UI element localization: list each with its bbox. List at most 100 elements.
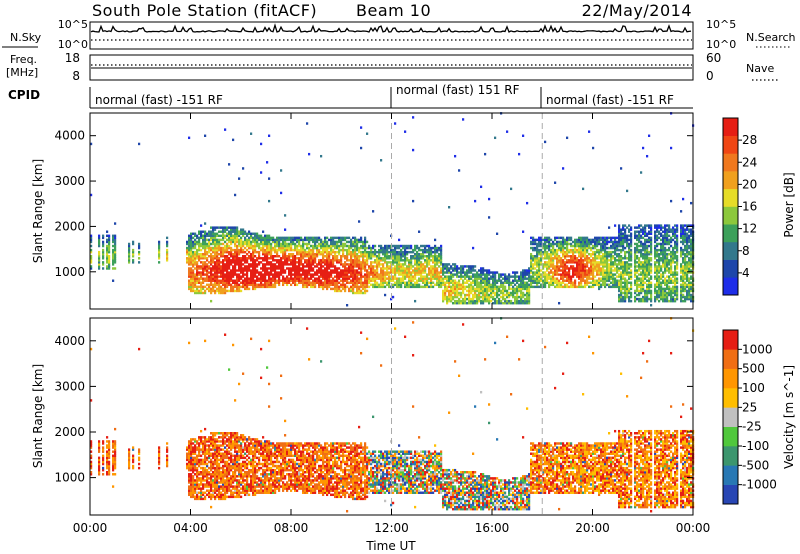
power-cell — [326, 281, 329, 284]
power-cell — [578, 246, 581, 250]
power-cell — [242, 257, 245, 260]
power-cell — [216, 252, 219, 256]
power-cell — [638, 283, 641, 287]
power-cell — [346, 304, 349, 307]
power-cell — [318, 281, 321, 284]
power-cell — [358, 273, 361, 276]
power-cell — [344, 238, 347, 242]
power-cell — [504, 293, 507, 297]
power-cell — [608, 226, 611, 229]
power-cell — [654, 283, 657, 287]
power-cell — [364, 244, 367, 248]
power-cell — [612, 275, 615, 278]
power-cell — [542, 267, 545, 270]
power-cell — [416, 269, 419, 272]
power-cell — [460, 285, 463, 289]
power-cell — [246, 269, 249, 272]
power-cell — [554, 238, 557, 242]
power-cell — [222, 259, 225, 262]
power-cell — [264, 271, 267, 274]
power-cell — [222, 279, 225, 282]
power-cell — [644, 244, 647, 248]
power-cell — [648, 250, 651, 254]
power-cell — [484, 281, 487, 284]
power-cell — [426, 261, 429, 264]
power-cell — [158, 240, 161, 244]
power-cell — [188, 244, 191, 248]
power-cell — [452, 285, 455, 289]
power-cell — [214, 279, 217, 282]
power-cell — [578, 275, 581, 278]
power-cell — [486, 287, 489, 291]
power-cell — [212, 238, 215, 242]
power-cell — [650, 250, 653, 254]
power-cell — [418, 255, 421, 258]
power-cell — [280, 169, 283, 172]
power-cell — [552, 273, 555, 276]
power-cell — [406, 271, 409, 274]
power-cell — [106, 234, 109, 238]
power-cell — [412, 277, 415, 280]
power-cell — [248, 279, 251, 282]
power-cell — [654, 226, 657, 229]
power-cell — [582, 273, 585, 276]
power-cell — [314, 236, 317, 240]
power-cell — [308, 273, 311, 276]
power-cell — [636, 244, 639, 248]
power-cell — [550, 269, 553, 272]
power-cell — [634, 273, 637, 276]
power-cell — [474, 273, 477, 276]
power-cell — [644, 295, 647, 299]
power-cell — [432, 273, 435, 276]
power-cell — [392, 252, 395, 256]
power-cell — [382, 257, 385, 260]
power-cell — [302, 244, 305, 248]
power-cell — [106, 265, 109, 268]
power-cell — [352, 273, 355, 276]
power-cell — [234, 269, 237, 272]
power-cell — [272, 238, 275, 242]
power-cell — [558, 281, 561, 284]
power-cell — [418, 263, 421, 266]
power-cell — [466, 289, 469, 293]
power-cell — [598, 281, 601, 284]
power-cell — [624, 269, 627, 272]
power-cell — [364, 240, 367, 244]
power-cell — [214, 263, 217, 266]
power-cell — [262, 236, 265, 240]
power-cell — [526, 269, 529, 272]
power-cell — [204, 285, 207, 289]
power-cell — [376, 281, 379, 284]
power-cell — [426, 281, 429, 284]
power-cell — [636, 285, 639, 289]
power-cell — [436, 259, 439, 262]
power-cell — [314, 242, 317, 246]
power-cell — [276, 242, 279, 246]
power-cell — [526, 283, 529, 287]
power-cell — [230, 255, 233, 258]
power-cell — [250, 275, 253, 278]
power-cell — [274, 283, 277, 287]
power-cell — [424, 275, 427, 278]
power-cell — [90, 265, 93, 268]
power-cell — [108, 265, 111, 268]
power-cell — [222, 261, 225, 264]
power-cell — [522, 291, 525, 295]
power-cell — [354, 271, 357, 274]
power-cell — [642, 287, 645, 291]
power-cell — [314, 285, 317, 289]
power-cell — [620, 271, 623, 274]
power-cell — [580, 263, 583, 266]
power-cell — [506, 295, 509, 299]
power-cell — [580, 250, 583, 254]
power-cell — [212, 273, 215, 276]
power-cell — [596, 244, 599, 248]
power-cell — [590, 240, 593, 244]
power-cell — [412, 255, 415, 258]
power-cell — [358, 259, 361, 262]
power-cell — [208, 289, 211, 293]
power-cell — [392, 271, 395, 274]
power-cell — [522, 301, 525, 305]
power-cell — [660, 226, 663, 229]
power-cell — [462, 285, 465, 289]
